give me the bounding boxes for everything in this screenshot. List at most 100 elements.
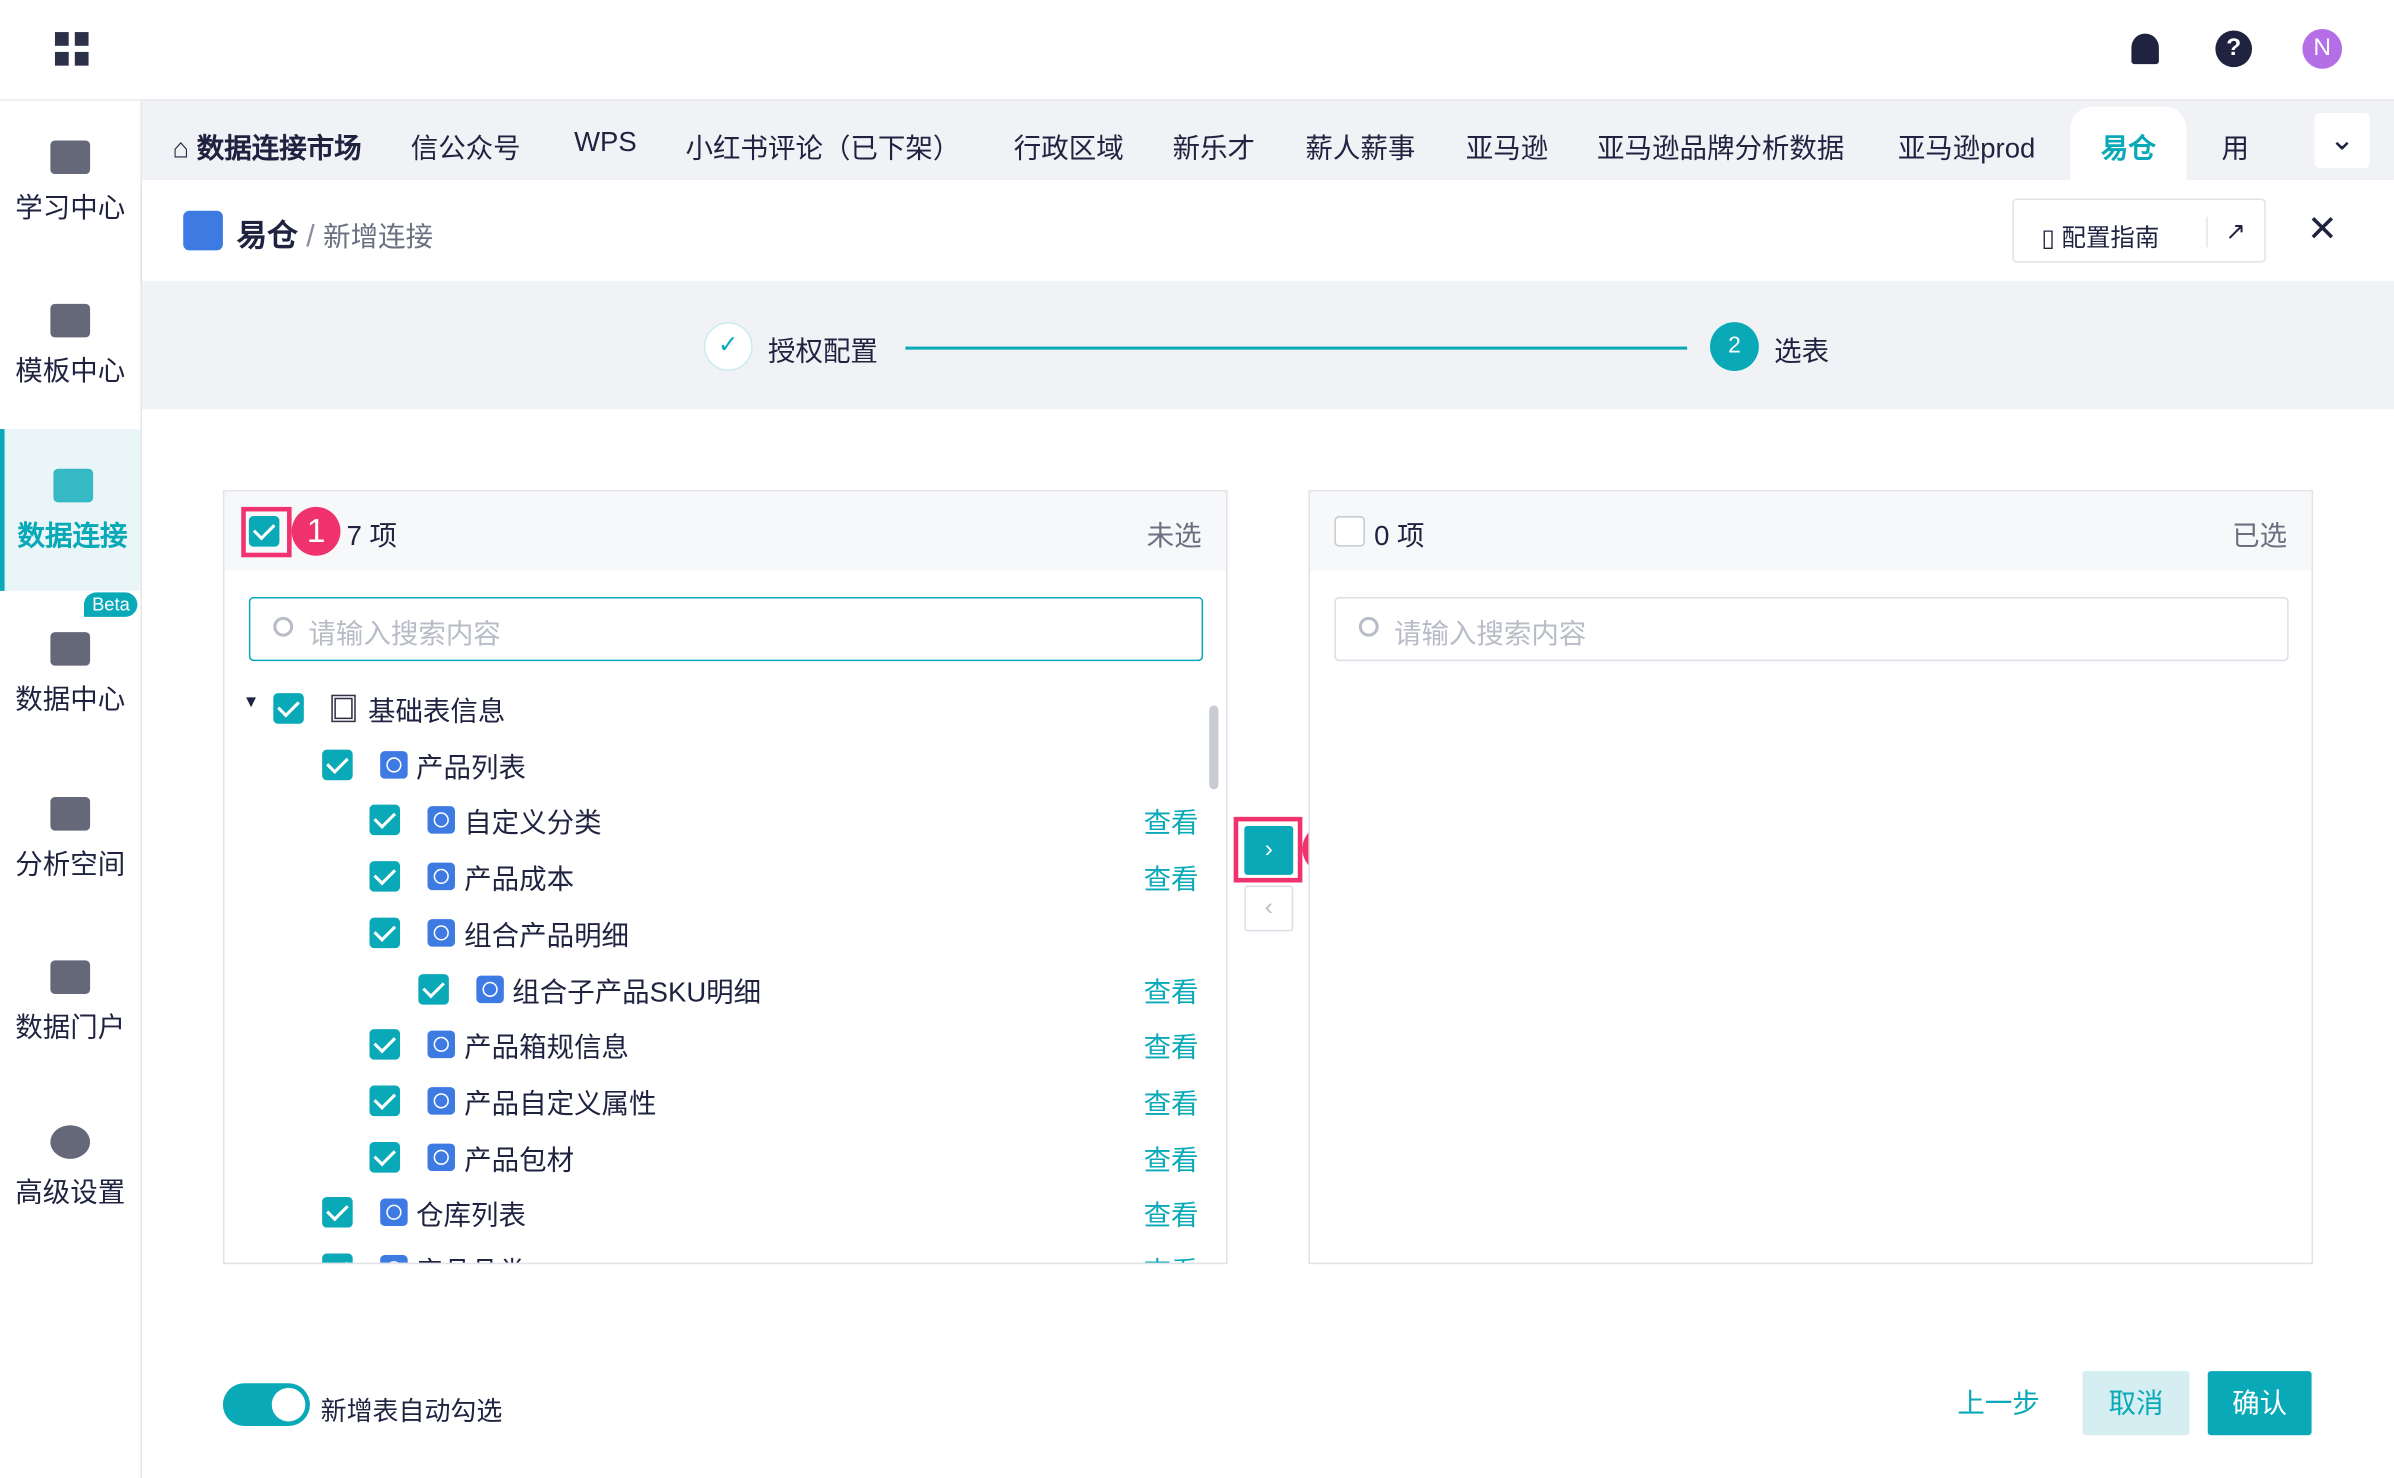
help-icon[interactable]: ? (2215, 30, 2253, 68)
guide-button[interactable]: ▯ 配置指南 ↗ (2012, 198, 2266, 263)
step-2-number: 2 (1710, 322, 1759, 372)
row-checkbox[interactable] (417, 973, 449, 1004)
annotation-highlight-2 (1233, 816, 1303, 883)
sidebar-item-learning[interactable]: 学习中心 (0, 101, 140, 254)
sidebar-item-data-connect[interactable]: 数据连接 (0, 429, 141, 591)
target-search-input[interactable]: 请输入搜索内容 (1334, 596, 2289, 662)
row-checkbox[interactable] (369, 1085, 401, 1116)
table-icon (427, 1142, 455, 1171)
view-link[interactable]: 查看 (1143, 864, 1199, 895)
tab[interactable]: 小红书评论（已下架） (685, 132, 961, 164)
tab[interactable]: 新乐才 (1172, 132, 1256, 164)
cancel-button[interactable]: 取消 (2082, 1371, 2190, 1436)
table-row[interactable]: 产品自定义属性 查看 (224, 1073, 1199, 1128)
auto-select-toggle[interactable] (222, 1383, 310, 1427)
row-label: 仓库列表 (416, 1200, 526, 1232)
table-icon (427, 918, 455, 947)
tab[interactable]: 行政区域 (1013, 132, 1124, 164)
table-row[interactable]: 组合子产品SKU明细 查看 (224, 961, 1199, 1016)
table-icon (427, 806, 455, 835)
table-icon (427, 862, 455, 891)
portal-icon (50, 960, 91, 994)
confirm-button[interactable]: 确认 (2207, 1371, 2312, 1436)
panel-status: 已选 (2232, 520, 2288, 552)
panel-status: 未选 (1146, 520, 1202, 552)
prev-step-button[interactable]: 上一步 (1957, 1387, 2040, 1419)
tab[interactable]: 亚马逊品牌分析数据 (1597, 132, 1845, 164)
view-link[interactable]: 查看 (1143, 808, 1199, 839)
source-search-input[interactable]: 请输入搜索内容 (248, 596, 1204, 662)
home-icon: ⌂ (172, 132, 197, 164)
apps-grid-icon[interactable] (54, 32, 89, 66)
select-all-checkbox[interactable] (248, 516, 280, 547)
breadcrumb-sep: / (297, 219, 324, 254)
sidebar-label: 高级设置 (15, 1177, 126, 1208)
tab-active[interactable]: 易仓 (2070, 106, 2187, 181)
row-checkbox[interactable] (369, 917, 401, 948)
tab-home[interactable]: ⌂ 数据连接市场 (173, 127, 362, 167)
table-row[interactable]: 仓库列表 查看 (224, 1185, 1199, 1240)
view-link[interactable]: 查看 (1143, 976, 1199, 1007)
row-label: 产品箱规信息 (464, 1032, 630, 1063)
tab-bar: ⌂ 数据连接市场 信公众号 WPS 小红书评论（已下架） 行政区域 新乐才 薪人… (141, 100, 2394, 181)
row-checkbox[interactable] (369, 1029, 401, 1060)
row-checkbox[interactable] (321, 1253, 352, 1263)
tab[interactable]: 用 (2221, 132, 2249, 164)
table-row[interactable]: 产品箱规信息 查看 (224, 1017, 1199, 1072)
tab[interactable]: 亚马逊 (1465, 132, 1549, 164)
table-row[interactable]: 产品列表 (224, 737, 1198, 792)
annotation-badge-1: 1 (291, 506, 341, 556)
sidebar-item-data-center[interactable]: Beta 数据中心 (0, 592, 140, 745)
table-row[interactable]: 组合产品明细 (224, 905, 1198, 960)
table-icon (379, 750, 407, 779)
sidebar-label: 学习中心 (15, 192, 126, 223)
view-link[interactable]: 查看 (1143, 1200, 1199, 1232)
sidebar-item-analysis[interactable]: 分析空间 (0, 757, 140, 910)
caret-down-icon[interactable]: ▼ (242, 693, 260, 712)
row-checkbox[interactable] (369, 805, 401, 836)
tab[interactable]: WPS (574, 126, 637, 158)
table-row[interactable]: 自定义分类 查看 (224, 793, 1199, 848)
target-panel-header: 0 项 已选 (1309, 491, 2312, 572)
table-icon (427, 1086, 455, 1115)
folder-grid-icon (331, 694, 356, 723)
move-right-button[interactable]: › (1244, 825, 1294, 875)
move-left-button[interactable]: ‹ (1244, 885, 1294, 932)
bell-icon[interactable] (2131, 33, 2159, 65)
item-count: 7 项 (346, 520, 397, 552)
row-label: 产品列表 (416, 752, 526, 783)
table-row[interactable]: 产品品类 查看 (224, 1241, 1199, 1263)
table-row[interactable]: 产品包材 查看 (224, 1129, 1199, 1184)
tab[interactable]: 薪人薪事 (1305, 132, 1416, 164)
row-checkbox[interactable] (321, 749, 352, 780)
data-center-icon (50, 632, 91, 666)
tab[interactable]: 亚马逊prod (1897, 132, 2036, 164)
row-label: 组合产品明细 (464, 920, 630, 951)
view-link[interactable]: 查看 (1143, 1032, 1199, 1063)
row-checkbox[interactable] (321, 1197, 352, 1229)
guide-label: 配置指南 (2061, 225, 2160, 252)
sidebar-item-templates[interactable]: 模板中心 (0, 264, 140, 417)
sidebar-item-settings[interactable]: 高级设置 (0, 1086, 140, 1239)
book-icon (50, 140, 91, 175)
breadcrumb: 易仓 / 新增连接 (237, 211, 433, 255)
row-checkbox[interactable] (369, 861, 401, 892)
top-bar: ? N (0, 0, 2394, 101)
target-select-all-checkbox[interactable] (1334, 516, 1365, 547)
view-link[interactable]: 查看 (1143, 1088, 1199, 1119)
view-link[interactable]: 查看 (1143, 1144, 1199, 1176)
view-link[interactable]: 查看 (1144, 1250, 1199, 1263)
yicang-logo-icon (183, 210, 223, 251)
close-icon[interactable]: ✕ (2306, 209, 2338, 251)
beta-badge: Beta (84, 592, 138, 617)
table-row[interactable]: 产品成本 查看 (224, 849, 1199, 904)
external-link-icon[interactable]: ↗ (2205, 216, 2246, 248)
tab[interactable]: 信公众号 (410, 132, 521, 164)
sidebar-item-portal[interactable]: 数据门户 (0, 921, 140, 1074)
scrollbar[interactable] (1209, 705, 1219, 790)
more-tabs-chevron-icon[interactable]: ⌄ (2314, 112, 2370, 168)
table-row[interactable]: ▼ 基础表信息 (224, 681, 1198, 736)
row-checkbox[interactable] (273, 693, 304, 724)
avatar[interactable]: N (2302, 29, 2343, 69)
row-checkbox[interactable] (369, 1141, 401, 1172)
